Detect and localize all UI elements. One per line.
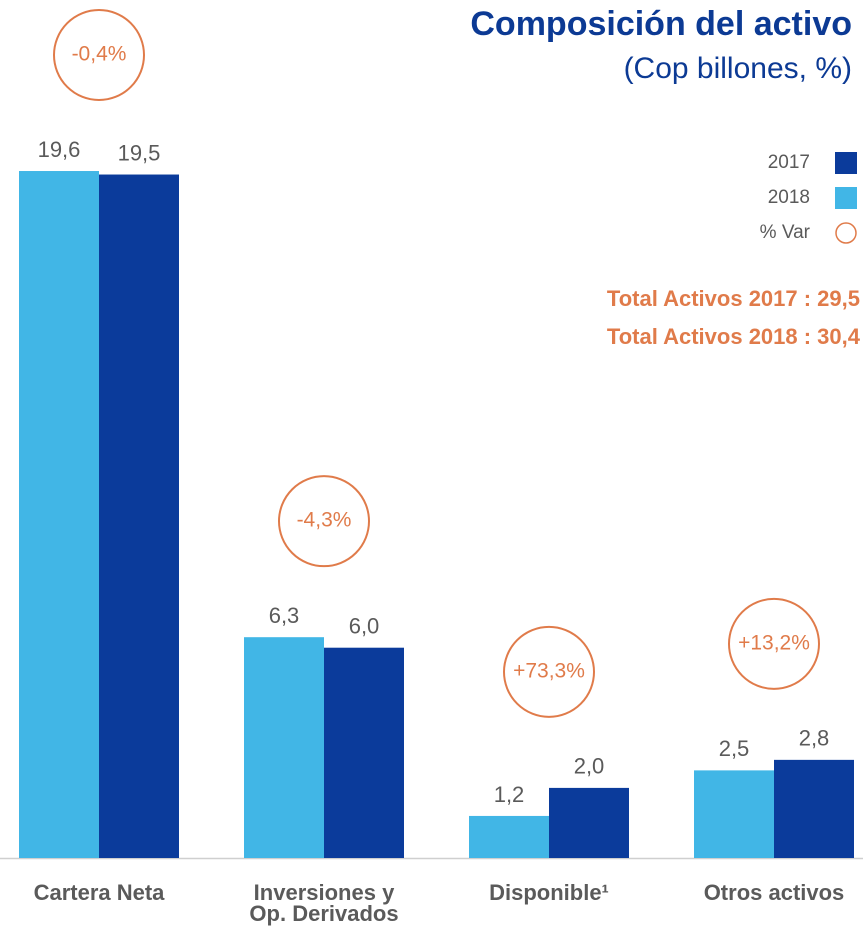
annotation: Total Activos 2017 : 29,5 bbox=[607, 286, 860, 311]
data-label: 2,5 bbox=[719, 736, 750, 761]
bar bbox=[549, 787, 629, 858]
annotation: Total Activos 2018 : 30,4 bbox=[607, 324, 861, 349]
x-tick-label: Inversiones y Op. Derivados bbox=[249, 880, 399, 926]
var-circle bbox=[728, 597, 820, 690]
data-label: 1,2 bbox=[494, 782, 525, 807]
bar bbox=[469, 815, 549, 858]
bar bbox=[19, 171, 99, 858]
data-label: 2,0 bbox=[574, 754, 605, 779]
x-tick-label: Disponible¹ bbox=[489, 880, 609, 905]
var-circle bbox=[53, 9, 145, 102]
var-label: +73,3% bbox=[513, 659, 585, 682]
var-label: -4,3% bbox=[297, 509, 352, 532]
data-label: 19,5 bbox=[118, 140, 161, 165]
legend-swatch bbox=[835, 222, 857, 244]
bar bbox=[244, 637, 324, 858]
legend-label: % Var bbox=[760, 222, 811, 243]
chart-subtitle: (Cop billones, %) bbox=[624, 52, 852, 85]
bar bbox=[774, 759, 854, 858]
bar bbox=[694, 770, 774, 858]
x-tick-label: Otros activos bbox=[703, 880, 845, 905]
legend-swatch bbox=[835, 152, 857, 174]
chart-title: Composición del activo bbox=[470, 5, 852, 43]
x-tick-label: Cartera Neta bbox=[33, 880, 165, 905]
legend-label: 2017 bbox=[768, 152, 810, 173]
bar bbox=[324, 647, 404, 858]
data-label: 2,8 bbox=[799, 726, 830, 751]
data-label: 6,3 bbox=[269, 603, 300, 628]
var-circle bbox=[503, 625, 595, 718]
bar bbox=[99, 174, 179, 858]
legend-label: 2018 bbox=[768, 187, 810, 208]
legend-swatch bbox=[835, 187, 857, 209]
var-label: +13,2% bbox=[738, 631, 810, 654]
data-label: 6,0 bbox=[349, 614, 380, 639]
var-label: -0,4% bbox=[72, 43, 127, 66]
data-label: 19,6 bbox=[38, 137, 81, 162]
var-circle bbox=[278, 475, 370, 568]
